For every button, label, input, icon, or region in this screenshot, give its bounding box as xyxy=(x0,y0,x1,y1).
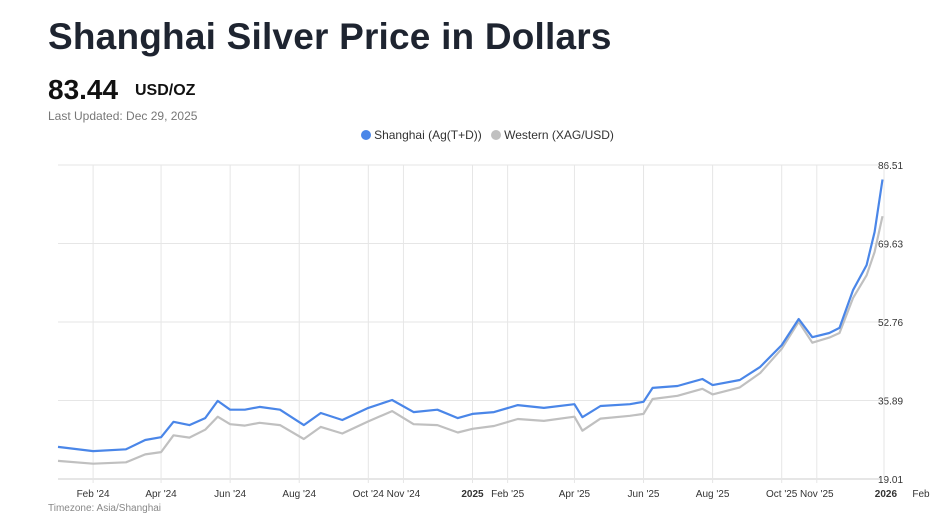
last-updated: Last Updated: Dec 29, 2025 xyxy=(48,109,198,123)
chart-legend: Shanghai (Ag(T+D)) Western (XAG/USD) xyxy=(0,128,938,142)
y-tick-label: 69.63 xyxy=(878,240,903,251)
timezone-note: Timezone: Asia/Shanghai xyxy=(48,503,162,514)
x-tick-label: 2025 xyxy=(461,489,484,500)
legend-label-western: Western (XAG/USD) xyxy=(504,128,614,142)
x-tick-label: Apr '24 xyxy=(145,489,177,500)
x-tick-label: Feb '25 xyxy=(491,489,524,500)
x-tick-label: Jun '25 xyxy=(628,489,660,500)
x-tick-label: Feb '24 xyxy=(77,489,110,500)
x-tick-label: 2026 xyxy=(875,489,898,500)
current-price: 83.44 xyxy=(48,74,119,105)
y-tick-label: 86.51 xyxy=(878,161,903,172)
x-tick-label: Nov '25 xyxy=(800,489,834,500)
x-tick-label: Oct '24 xyxy=(353,489,385,500)
legend-item-western[interactable]: Western (XAG/USD) xyxy=(491,128,614,142)
legend-item-shanghai[interactable]: Shanghai (Ag(T+D)) xyxy=(361,128,482,142)
x-tick-label: Aug '25 xyxy=(696,489,730,500)
y-tick-label: 52.76 xyxy=(878,318,903,329)
y-tick-label: 35.89 xyxy=(878,396,903,407)
page-title: Shanghai Silver Price in Dollars xyxy=(48,16,612,57)
legend-label-shanghai: Shanghai (Ag(T+D)) xyxy=(374,128,482,142)
shanghai-series-line xyxy=(57,179,884,453)
x-tick-label: Nov '24 xyxy=(387,489,421,500)
x-tick-label: Oct '25 xyxy=(766,489,798,500)
western-series-line xyxy=(57,215,884,465)
legend-dot-shanghai xyxy=(361,130,372,140)
x-tick-label: Jun '24 xyxy=(214,489,246,500)
price-unit: USD/OZ xyxy=(135,82,196,99)
x-tick-label: Apr '25 xyxy=(559,489,591,500)
x-tick-label: Feb xyxy=(912,489,930,500)
legend-dot-western xyxy=(491,130,502,140)
y-tick-label: 19.01 xyxy=(878,475,903,486)
x-tick-label: Aug '24 xyxy=(282,489,316,500)
